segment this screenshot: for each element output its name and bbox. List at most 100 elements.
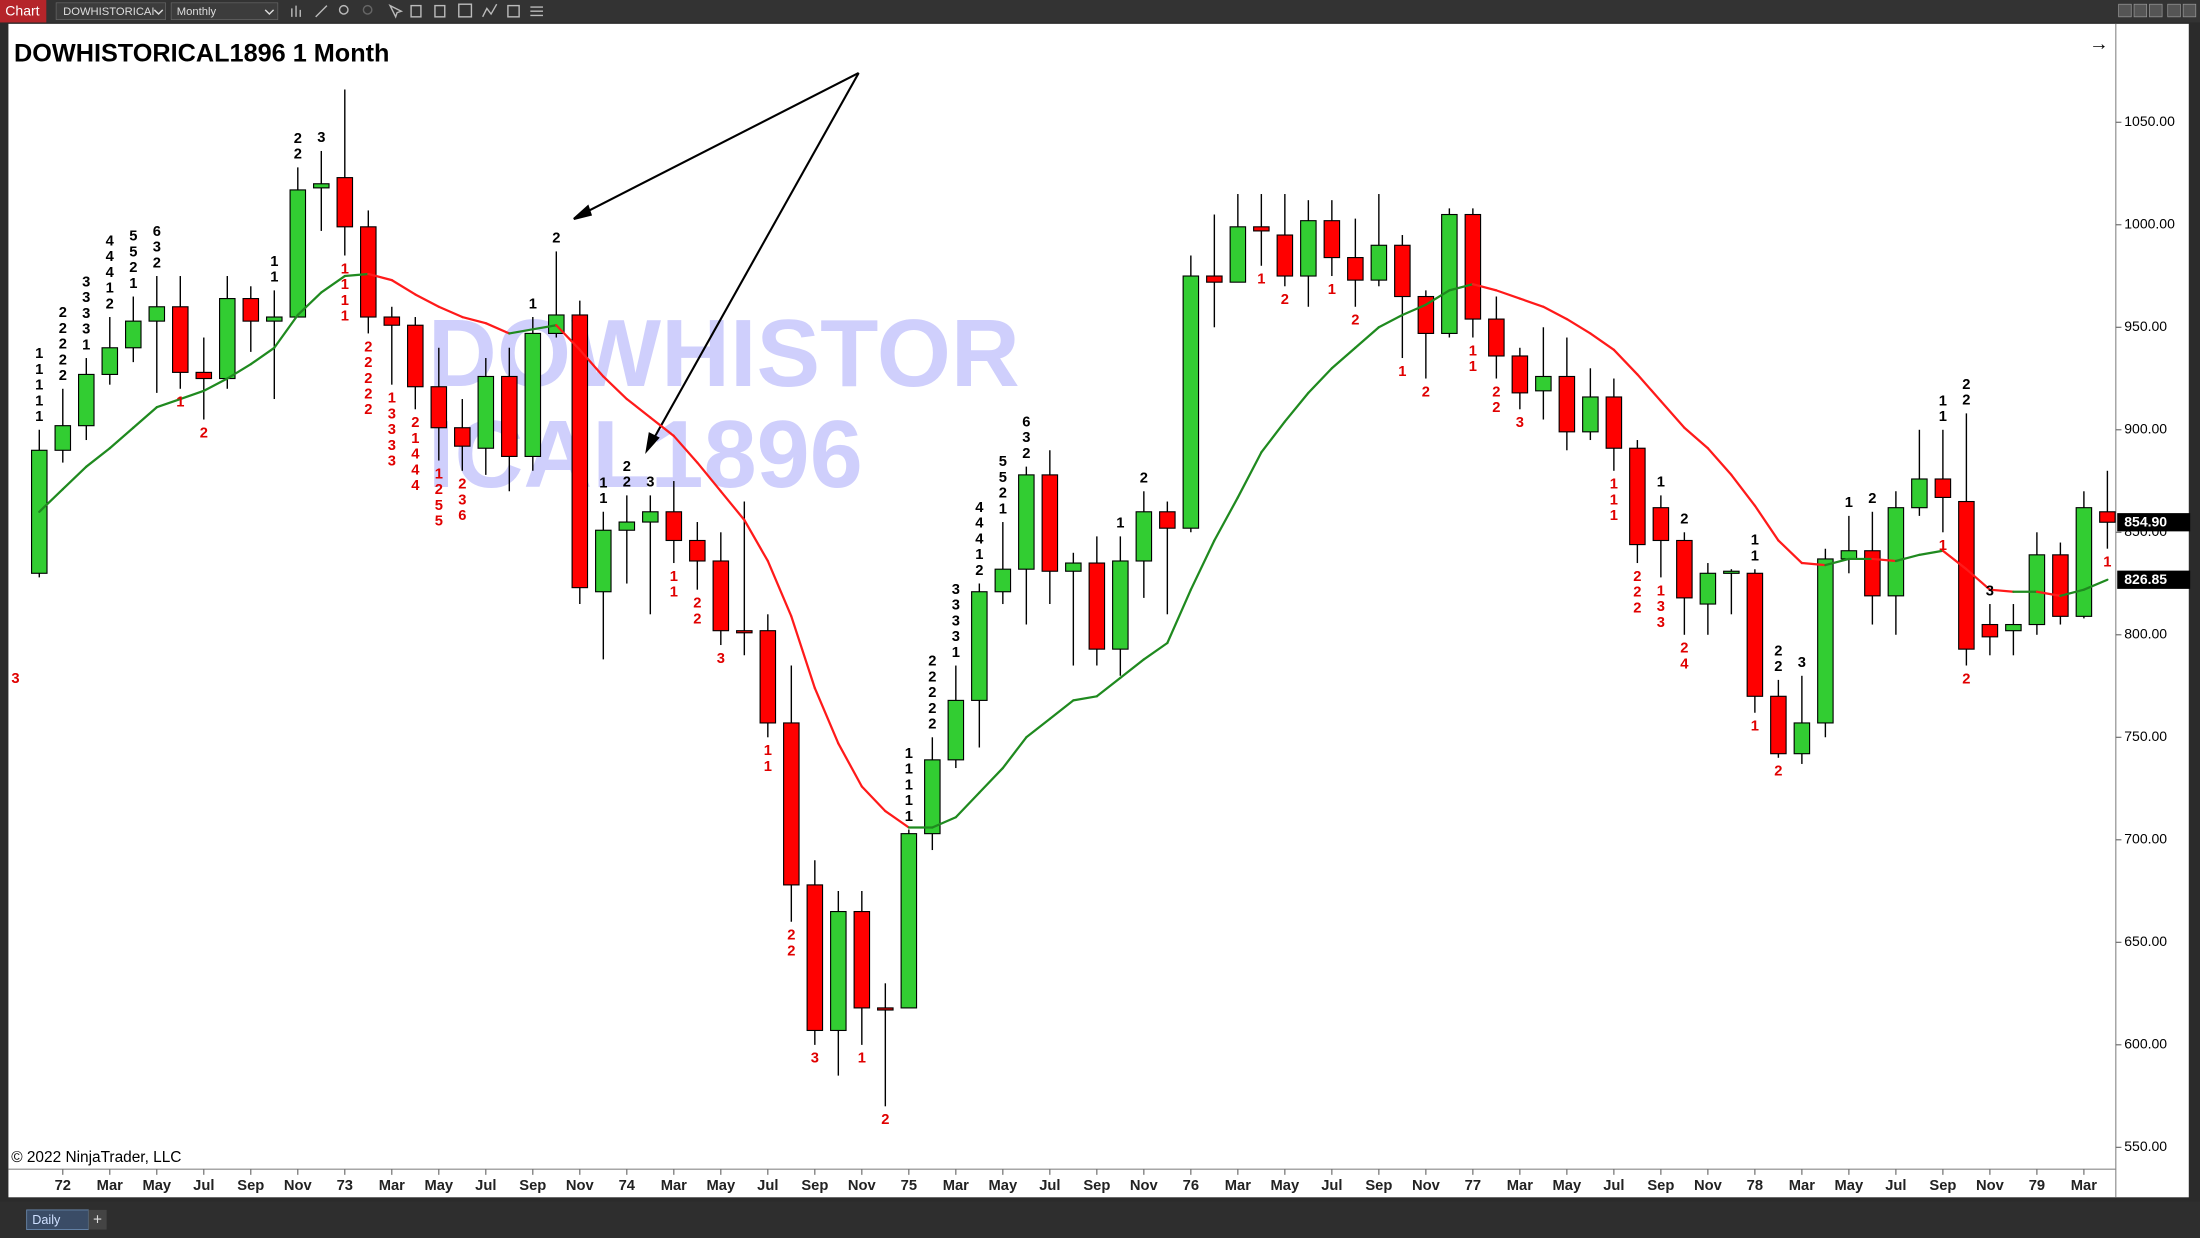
- ma-segment: [578, 348, 605, 378]
- nav-arrow[interactable]: →: [2089, 33, 2109, 55]
- count-label-bottom: 1: [1610, 508, 1618, 524]
- count-label-bottom: 3: [1657, 615, 1665, 631]
- chart-tab[interactable]: [0, 0, 47, 23]
- price-marker: [2117, 513, 2191, 532]
- ma-segment: [837, 742, 863, 788]
- candle-body: [430, 386, 448, 429]
- drawing-arrows: [573, 72, 860, 454]
- ma-segment: [649, 416, 675, 438]
- x-tick-label: 78: [1747, 1178, 1763, 1194]
- toolbar-icons[interactable]: [291, 3, 543, 19]
- candle-body: [383, 316, 401, 326]
- count-label-bottom: 2: [458, 477, 466, 493]
- candle-body: [2052, 554, 2069, 617]
- daily-tab-label[interactable]: Daily: [32, 1213, 61, 1227]
- x-tick-label: May: [989, 1178, 1018, 1194]
- count-label-bottom: 2: [693, 596, 701, 612]
- x-tick-label: Mar: [1507, 1178, 1533, 1194]
- ma-segment: [1824, 557, 1851, 567]
- count-label-top: 2: [106, 296, 114, 312]
- count-label-top: 5: [129, 244, 137, 260]
- x-tick-label: 74: [619, 1178, 636, 1194]
- candle-body: [1300, 220, 1317, 277]
- x-tick-label: Sep: [1365, 1178, 1392, 1194]
- count-label-bottom: 3: [717, 651, 725, 667]
- count-label-bottom: 2: [787, 928, 795, 944]
- count-label-bottom: 3: [388, 406, 396, 422]
- candle-body: [1864, 550, 1881, 597]
- count-label-top: 1: [905, 777, 913, 793]
- x-tick-label: Jul: [1885, 1178, 1906, 1194]
- count-label-top: 1: [1845, 495, 1853, 511]
- interval-dropdown[interactable]: [170, 2, 279, 21]
- ma-segment: [1871, 557, 1898, 563]
- count-label-bottom: 2: [1680, 641, 1688, 657]
- x-tick-label: 76: [1183, 1178, 1199, 1194]
- count-label-bottom: 1: [764, 743, 772, 759]
- ma-segment: [484, 322, 511, 335]
- candle-body: [1276, 234, 1294, 277]
- candle-body: [1934, 478, 1952, 498]
- count-label-top: 1: [35, 393, 43, 409]
- candle-body: [54, 425, 72, 451]
- count-label-top: 3: [317, 130, 325, 146]
- candle-body: [125, 320, 142, 349]
- count-label-bottom: 1: [435, 466, 443, 482]
- count-label-bottom: 1: [764, 759, 772, 775]
- add-tab-label[interactable]: +: [93, 1212, 102, 1229]
- ma-segment: [226, 363, 252, 380]
- ma-segment: [414, 293, 440, 308]
- window-buttons[interactable]: [2118, 3, 2197, 18]
- count-label-top: 2: [294, 131, 302, 147]
- ma-segment: [1918, 549, 1945, 556]
- ma-segment: [1730, 473, 1757, 507]
- count-label-bottom: 2: [364, 387, 372, 403]
- count-label-bottom: 3: [388, 422, 396, 438]
- ma-segment: [296, 291, 323, 317]
- ma-segment: [132, 406, 158, 429]
- candle-body: [101, 347, 119, 375]
- count-label-top: 3: [82, 274, 90, 290]
- candle-body: [1911, 478, 1928, 509]
- count-label-top: 3: [952, 598, 960, 614]
- x-tick-label: Nov: [1412, 1178, 1441, 1194]
- count-label-top: 5: [999, 470, 1007, 486]
- count-label-top: 2: [1868, 491, 1876, 507]
- count-label-top: 3: [153, 240, 161, 256]
- ma-segment: [38, 488, 64, 513]
- ma-segment: [1965, 568, 1992, 591]
- count-label-bottom: 4: [411, 447, 420, 463]
- add-tab[interactable]: [88, 1209, 107, 1230]
- price-marker: [2117, 570, 2191, 589]
- ma-segment: [179, 389, 205, 401]
- candle-body: [1018, 474, 1035, 570]
- candle-body: [78, 373, 95, 427]
- count-label-top: 2: [1022, 446, 1030, 462]
- candle-body: [1887, 507, 1905, 597]
- count-label-bottom: 1: [1469, 343, 1477, 359]
- ma-segment: [155, 397, 182, 409]
- ma-segment: [1636, 373, 1662, 403]
- count-label-bottom: 1: [411, 431, 419, 447]
- interval-label[interactable]: Monthly: [177, 6, 217, 18]
- candle-body: [571, 314, 589, 589]
- ma-segment: [790, 615, 816, 690]
- count-label-bottom: 2: [364, 339, 372, 355]
- x-tick-label: Nov: [566, 1178, 595, 1194]
- count-label-top: 3: [82, 290, 90, 306]
- ma-segment: [978, 766, 1004, 794]
- ma-segment: [1025, 717, 1051, 739]
- y-tick-label: 1050.00: [2124, 113, 2175, 129]
- y-tick-label: 1000.00: [2124, 215, 2175, 231]
- chart-tab-label[interactable]: Chart: [5, 3, 39, 19]
- ma-segment: [1354, 326, 1380, 349]
- count-label-top: 2: [1680, 512, 1688, 528]
- candle-body: [477, 375, 495, 449]
- candle-body: [336, 177, 354, 228]
- candle-body: [1464, 213, 1482, 320]
- count-label-bottom: 2: [787, 943, 795, 959]
- instrument-dropdown[interactable]: [55, 2, 166, 21]
- instrument-label[interactable]: DOWHISTORICAI: [63, 6, 154, 18]
- candle-body: [830, 910, 847, 1032]
- watermark-box: DOWHISTORICAL1896: [428, 303, 1020, 505]
